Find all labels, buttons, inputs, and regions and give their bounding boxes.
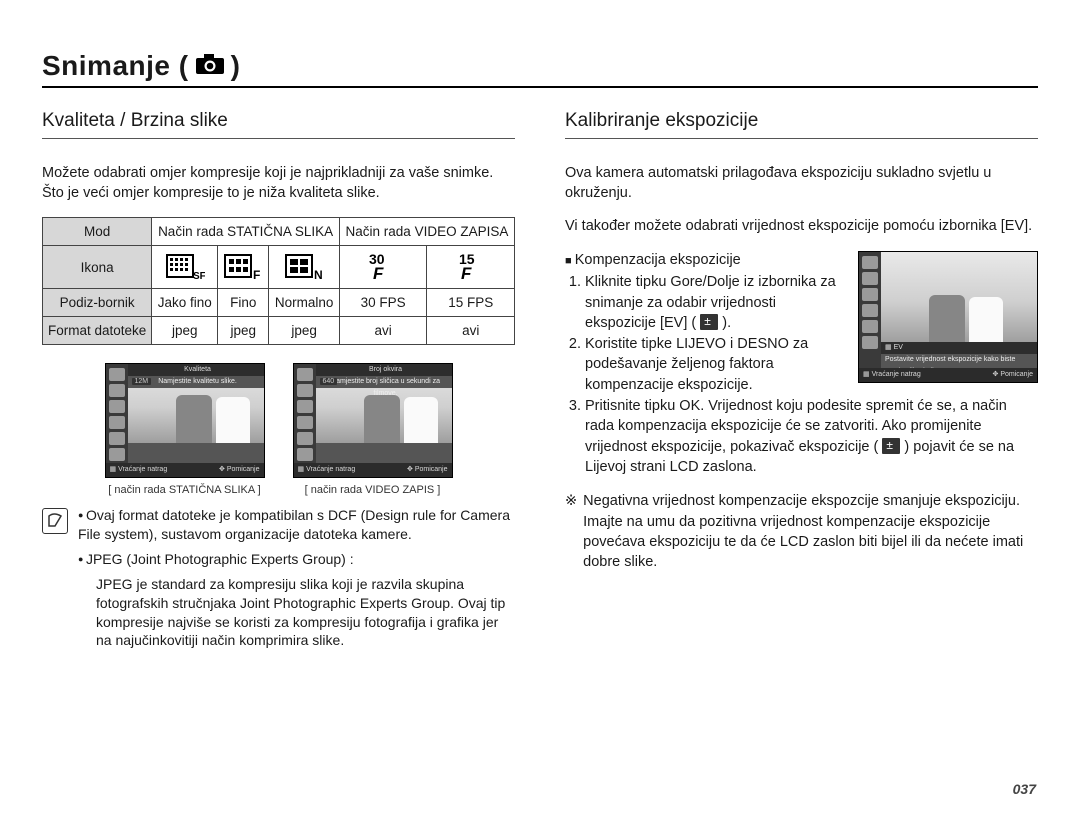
icon-fine: F	[218, 246, 269, 289]
th-podiz: Podiz-bornik	[43, 289, 152, 317]
icon-normal: N	[269, 246, 340, 289]
camera-icon	[195, 50, 225, 82]
icon-15fps: 15F	[427, 246, 515, 289]
left-column: Kvaliteta / Brzina slike Možete odabrati…	[42, 110, 515, 650]
warn-text: Negativna vrijednost kompenzacije ekspoz…	[583, 491, 1038, 572]
cell-jakofino: Jako fino	[152, 289, 218, 317]
note-icon	[42, 508, 68, 534]
right-heading: Kalibriranje ekspozicije	[565, 110, 1038, 139]
svg-text:F: F	[253, 268, 260, 281]
th-video: Način rada VIDEO ZAPISA	[339, 218, 514, 246]
thumb-caption-b: [ način rada VIDEO ZAPIS ]	[293, 484, 453, 496]
title-text: Snimanje (	[42, 50, 189, 82]
cell-fino: Fino	[218, 289, 269, 317]
left-heading: Kvaliteta / Brzina slike	[42, 110, 515, 139]
thumbnails-row: Kvaliteta Namjestite kvalitetu slike. 12…	[42, 363, 515, 496]
cell-jpeg3: jpeg	[269, 317, 340, 345]
ev-icon-2	[882, 438, 900, 454]
th-format: Format datoteke	[43, 317, 152, 345]
cell-30fps: 30 FPS	[339, 289, 427, 317]
page-number: 037	[1013, 781, 1036, 797]
thumb-caption-a: [ način rada STATIČNA SLIKA ]	[105, 484, 265, 496]
right-intro2: Vi također možete odabrati vrijednost ek…	[565, 217, 1038, 237]
th-mod: Mod	[43, 218, 152, 246]
right-intro1: Ova kamera automatski prilagođava ekspoz…	[565, 164, 1038, 203]
ev-icon	[700, 314, 718, 330]
thumbnail-static: Kvaliteta Namjestite kvalitetu slike. 12…	[105, 363, 265, 478]
svg-text:F: F	[373, 264, 384, 282]
note-box: Ovaj format datoteke je kompatibilan s D…	[42, 506, 515, 650]
left-intro: Možete odabrati omjer kompresije koji je…	[42, 164, 515, 203]
th-static: Način rada STATIČNA SLIKA	[152, 218, 340, 246]
note-2-body: JPEG je standard za kompresiju slika koj…	[78, 575, 515, 651]
th-ikona: Ikona	[43, 246, 152, 289]
cell-avi1: avi	[339, 317, 427, 345]
svg-text:SF: SF	[193, 271, 205, 281]
page-title: Snimanje ( )	[42, 50, 1038, 88]
warning-note: ※ Negativna vrijednost kompenzacije eksp…	[565, 491, 1038, 572]
cell-jpeg2: jpeg	[218, 317, 269, 345]
right-column: Kalibriranje ekspozicije Ova kamera auto…	[565, 110, 1038, 650]
svg-text:F: F	[461, 264, 472, 282]
icon-30fps: 30F	[339, 246, 427, 289]
cell-jpeg1: jpeg	[152, 317, 218, 345]
title-close: )	[231, 50, 241, 82]
svg-text:N: N	[314, 268, 323, 281]
warn-symbol: ※	[565, 491, 577, 572]
thumbnail-ev: ▦ EV Postavite vrijednost ekspozicije ka…	[858, 251, 1038, 383]
cell-normalno: Normalno	[269, 289, 340, 317]
cell-avi2: avi	[427, 317, 515, 345]
note-2-head: JPEG (Joint Photographic Experts Group) …	[78, 550, 515, 569]
note-1: Ovaj format datoteke je kompatibilan s D…	[78, 506, 515, 544]
icon-superfine: SF	[152, 246, 218, 289]
cell-15fps: 15 FPS	[427, 289, 515, 317]
thumbnail-video: Broj okvira Namjestite broj sličica u se…	[293, 363, 453, 478]
step-3: Pritisnite tipku OK. Vrijednost koju pod…	[585, 396, 1038, 477]
quality-table: Mod Način rada STATIČNA SLIKA Način rada…	[42, 217, 515, 345]
